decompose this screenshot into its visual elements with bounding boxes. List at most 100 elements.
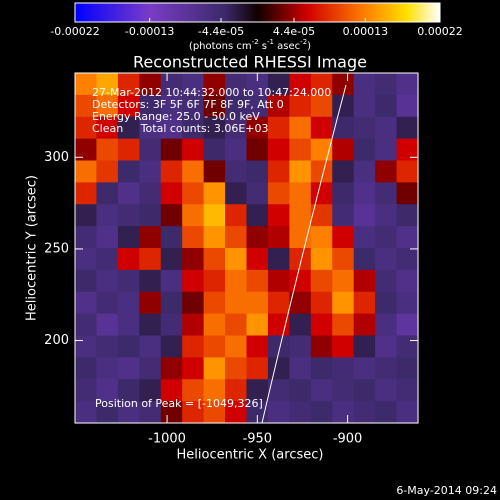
heat-cell: [289, 379, 312, 402]
heat-cell: [96, 138, 119, 162]
heat-cell: [96, 94, 119, 118]
heat-cell: [267, 73, 290, 96]
heat-cell: [117, 182, 140, 205]
heat-cell: [160, 182, 183, 205]
heat-cell: [139, 248, 162, 271]
heat-cell: [75, 116, 98, 140]
heat-cell: [203, 269, 226, 293]
heat-cell: [353, 313, 376, 337]
heat-cell: [117, 116, 140, 140]
heat-cell: [289, 73, 312, 96]
heat-cell: [182, 401, 205, 424]
heat-cell: [182, 73, 205, 96]
heat-cell: [75, 335, 98, 358]
heat-cell: [182, 379, 205, 402]
heat-cell: [267, 138, 290, 162]
annotation: 27-Mar-2012 10:44:32.000 to 10:47:24.000: [92, 86, 331, 99]
heat-cell: [182, 138, 205, 162]
heat-cell: [289, 226, 312, 249]
heat-cell: [203, 248, 226, 271]
heat-cell: [332, 269, 355, 293]
heat-cell: [225, 313, 248, 337]
heat-cell: [139, 73, 162, 96]
heat-cell: [332, 335, 355, 358]
heat-cell: [182, 357, 205, 380]
heat-cell: [267, 248, 290, 271]
heat-cell: [225, 182, 248, 205]
heat-cell: [375, 313, 398, 337]
heat-cell: [396, 182, 419, 205]
heat-cell: [225, 248, 248, 271]
heat-cell: [96, 357, 119, 380]
heat-cell: [96, 335, 119, 358]
heat-cell: [332, 73, 355, 96]
heat-cell: [160, 335, 183, 358]
heat-cell: [160, 269, 183, 293]
heat-cell: [139, 313, 162, 337]
heat-cell: [160, 226, 183, 249]
heat-cell: [75, 138, 98, 162]
heat-cell: [246, 94, 269, 118]
heat-cell: [139, 204, 162, 227]
heat-cell: [267, 291, 290, 315]
heat-cell: [396, 226, 419, 249]
heat-cell: [353, 204, 376, 227]
heat-cell: [139, 138, 162, 162]
heat-cell: [75, 182, 98, 205]
heat-cell: [396, 138, 419, 162]
heat-cell: [396, 357, 419, 380]
heat-cell: [160, 313, 183, 337]
heat-cell: [117, 160, 140, 183]
heat-cell: [117, 313, 140, 337]
superscript: -2: [300, 38, 307, 46]
heat-cell: [310, 182, 333, 205]
heat-cell: [225, 269, 248, 293]
heat-cell: [353, 73, 376, 96]
x-tick-label: -900: [333, 432, 363, 447]
heat-cell: [139, 116, 162, 140]
heat-cell: [332, 379, 355, 402]
heat-cell: [310, 313, 333, 337]
heat-cell: [289, 335, 312, 358]
heat-cell: [246, 204, 269, 227]
heat-cell: [96, 248, 119, 271]
heat-cell: [375, 226, 398, 249]
heat-cell: [267, 226, 290, 249]
colorbar-tick-label: -0.00013: [125, 25, 174, 38]
heat-cell: [225, 357, 248, 380]
heat-cell: [117, 248, 140, 271]
heat-cell: [375, 248, 398, 271]
heat-cell: [310, 226, 333, 249]
heat-cell: [75, 291, 98, 315]
heat-cell: [267, 160, 290, 183]
heat-cell: [117, 357, 140, 380]
heat-cell: [353, 182, 376, 205]
heat-cell: [75, 357, 98, 380]
heat-cell: [160, 204, 183, 227]
heat-cell: [225, 94, 248, 118]
heat-cell: [203, 313, 226, 337]
colorbar-tick-label: 0.00022: [417, 25, 463, 38]
x-axis-label: Heliocentric X (arcsec): [177, 448, 324, 463]
heat-cell: [353, 160, 376, 183]
heat-cell: [182, 269, 205, 293]
heat-cell: [353, 138, 376, 162]
heat-cell: [160, 248, 183, 271]
heat-cell: [96, 182, 119, 205]
heat-cell: [96, 269, 119, 293]
heat-cell: [332, 160, 355, 183]
heat-cell: [310, 116, 333, 140]
heat-cell: [353, 401, 376, 424]
heat-cell: [96, 73, 119, 96]
heat-cell: [182, 291, 205, 315]
heat-cell: [375, 160, 398, 183]
heat-cell: [375, 379, 398, 402]
heat-cell: [353, 116, 376, 140]
heat-cell: [117, 204, 140, 227]
heat-cell: [310, 357, 333, 380]
heat-cell: [225, 379, 248, 402]
heat-cell: [96, 313, 119, 337]
heatmap: [75, 73, 419, 424]
heat-cell: [332, 94, 355, 118]
heat-cell: [353, 379, 376, 402]
